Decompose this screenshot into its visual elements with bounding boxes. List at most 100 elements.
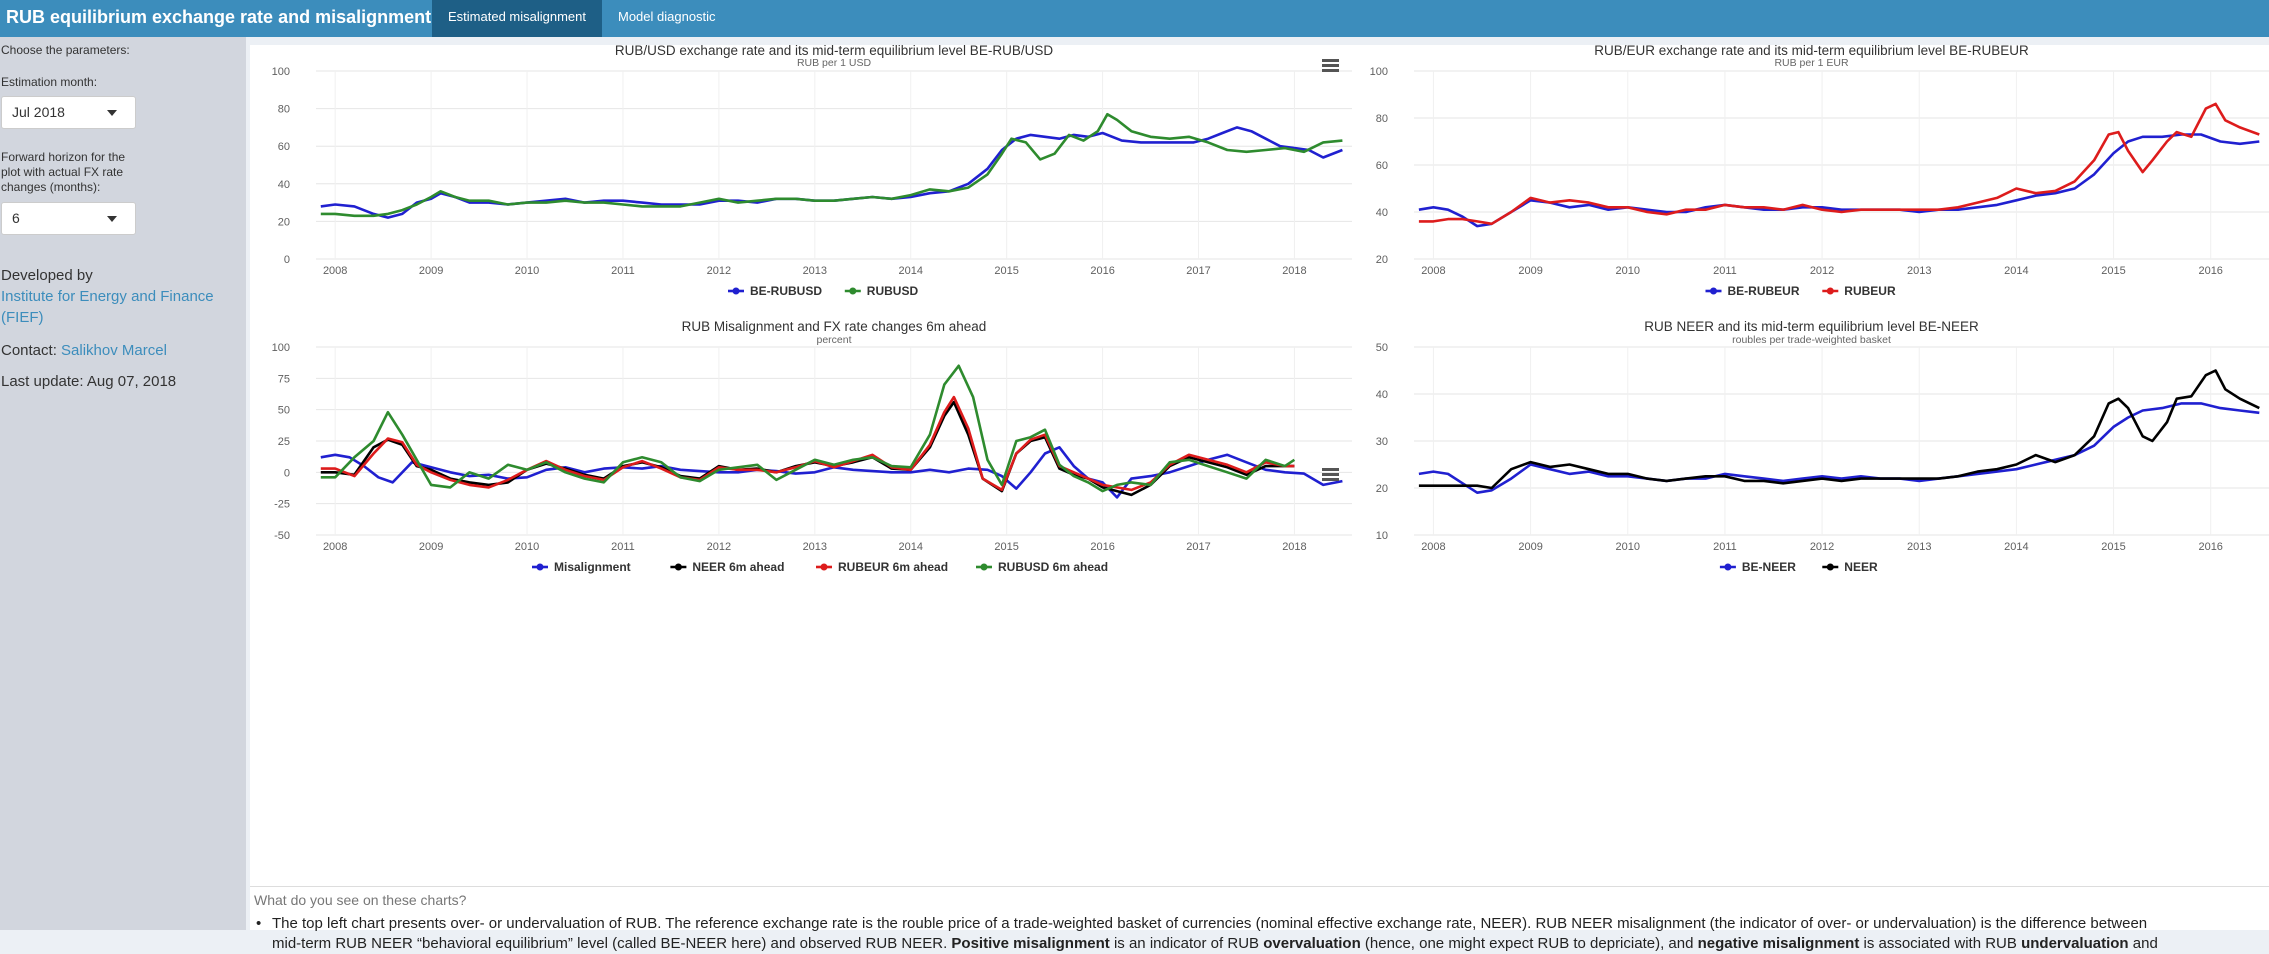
forward-horizon-label: Forward horizon for the plot with actual… [1,150,126,194]
x-tick-label: 2013 [803,265,827,277]
x-tick-label: 2015 [994,541,1018,553]
y-tick-label: 50 [1376,342,1388,354]
y-tick-label: 60 [278,141,290,153]
y-tick-label: 30 [1376,436,1388,448]
x-tick-label: 2008 [323,541,347,553]
legend-marker [849,287,857,295]
x-tick-label: 2016 [1090,265,1114,277]
x-tick-label: 2016 [2198,541,2222,553]
app-header: RUB equilibrium exchange rate and misali… [0,0,2269,37]
y-tick-label: 0 [284,254,290,266]
x-tick-label: 2011 [1713,541,1737,553]
parameters-heading: Choose the parameters: [1,43,130,57]
x-tick-label: 2014 [898,265,922,277]
legend-marker [1826,563,1834,571]
x-tick-label: 2009 [1518,265,1542,277]
x-tick-label: 2012 [1810,265,1834,277]
legend-marker [674,563,682,571]
chart-title: RUB/USD exchange rate and its mid-term e… [615,43,1053,58]
x-tick-label: 2011 [1713,265,1737,277]
legend-label: RUBEUR [1844,284,1896,298]
tab-estimated-misalignment[interactable]: Estimated misalignment [432,0,602,37]
chart-svg: RUB/USD exchange rate and its mid-term e… [272,43,1352,298]
y-tick-label: 25 [278,436,290,448]
legend-marker [1724,563,1732,571]
bullet-icon: • [256,915,262,932]
x-tick-label: 2012 [707,541,731,553]
chart-menu-icon[interactable] [1322,468,1340,482]
chart-title: RUB/EUR exchange rate and its mid-term e… [1594,43,2029,58]
x-tick-label: 2018 [1282,265,1306,277]
x-tick-label: 2008 [323,265,347,277]
y-tick-label: 60 [1376,160,1388,172]
chart-rubusd: RUB/USD exchange rate and its mid-term e… [250,37,1362,310]
x-tick-label: 2014 [2004,541,2028,553]
legend-marker [1710,287,1717,295]
estimation-month-select[interactable]: Jul 2018 [1,96,136,129]
sidebar: Choose the parameters: Estimation month:… [0,37,246,930]
x-tick-label: 2010 [1616,541,1640,553]
legend-label: RUBEUR 6m ahead [838,560,948,574]
y-tick-label: -50 [274,530,290,542]
legend-label: BE-NEER [1742,560,1796,574]
x-tick-label: 2011 [611,265,635,277]
series-line-rubusd [320,112,1343,218]
x-tick-label: 2008 [1421,541,1445,553]
x-tick-label: 2008 [1421,265,1445,277]
x-tick-label: 2009 [419,265,443,277]
legend-marker [820,563,828,571]
chart-subtitle: roubles per trade-weighted basket [1732,334,1891,346]
chart-neer: RUB NEER and its mid-term equilibrium le… [1362,310,2269,594]
chart-misalignment: RUB Misalignment and FX rate changes 6m … [250,310,1362,594]
y-tick-label: 80 [278,104,290,116]
forward-horizon-select[interactable]: 6 [1,202,136,235]
contact-link[interactable]: Salikhov Marcel [61,342,167,359]
y-tick-label: 20 [1376,254,1388,266]
estimation-month-label: Estimation month: [1,75,98,89]
x-tick-label: 2014 [2004,265,2028,277]
y-tick-label: 10 [1376,530,1388,542]
legend-label: NEER 6m ahead [692,560,784,574]
x-tick-label: 2017 [1186,265,1210,277]
legend-label: BE-RUBUSD [750,284,822,298]
x-tick-label: 2009 [419,541,443,553]
x-tick-label: 2012 [707,265,731,277]
chevron-down-icon [107,216,117,222]
main-content: RUB/USD exchange rate and its mid-term e… [246,37,2269,952]
legend-marker [980,563,988,571]
series-line-rubeur [1418,102,2260,226]
x-tick-label: 2015 [2101,541,2125,553]
series-line-be-rubusd [320,126,1343,219]
legend-label: RUBUSD 6m ahead [998,560,1108,574]
legend-marker [1826,287,1834,295]
series-line-neer [1418,369,2260,490]
chart-subtitle: percent [816,334,851,346]
institute-link[interactable]: Institute for Energy and Finance (FIEF) [1,288,214,326]
x-tick-label: 2018 [1282,541,1306,553]
x-tick-label: 2014 [898,541,922,553]
y-tick-label: 0 [284,467,290,479]
series-line-neer-6m-ahead [320,400,1295,497]
x-tick-label: 2017 [1186,541,1210,553]
x-tick-label: 2013 [1907,541,1931,553]
x-tick-label: 2013 [803,541,827,553]
contact-line: Contact: Salikhov Marcel [1,340,167,361]
chart-rubeur: RUB/EUR exchange rate and its mid-term e… [1362,37,2269,310]
y-tick-label: 20 [1376,483,1388,495]
description-line-1: The top left chart presents over- or und… [272,915,2148,932]
chart-title: RUB Misalignment and FX rate changes 6m … [682,319,987,334]
tab-model-diagnostic[interactable]: Model diagnostic [618,9,716,24]
last-update: Last update: Aug 07, 2018 [1,373,177,390]
y-tick-label: 75 [278,373,290,385]
y-tick-label: 20 [278,216,290,228]
contact-label: Contact: [1,342,57,359]
x-tick-label: 2016 [1090,541,1114,553]
y-tick-label: 40 [278,179,290,191]
developed-by-label: Developed by [1,267,93,284]
chart-menu-icon[interactable] [1322,59,1340,73]
chart-subtitle: RUB per 1 USD [797,57,872,69]
x-tick-label: 2015 [994,265,1018,277]
y-tick-label: 100 [1370,66,1388,78]
description-text: • The top left chart presents over- or u… [256,914,2262,954]
chart-svg: RUB Misalignment and FX rate changes 6m … [272,319,1352,574]
